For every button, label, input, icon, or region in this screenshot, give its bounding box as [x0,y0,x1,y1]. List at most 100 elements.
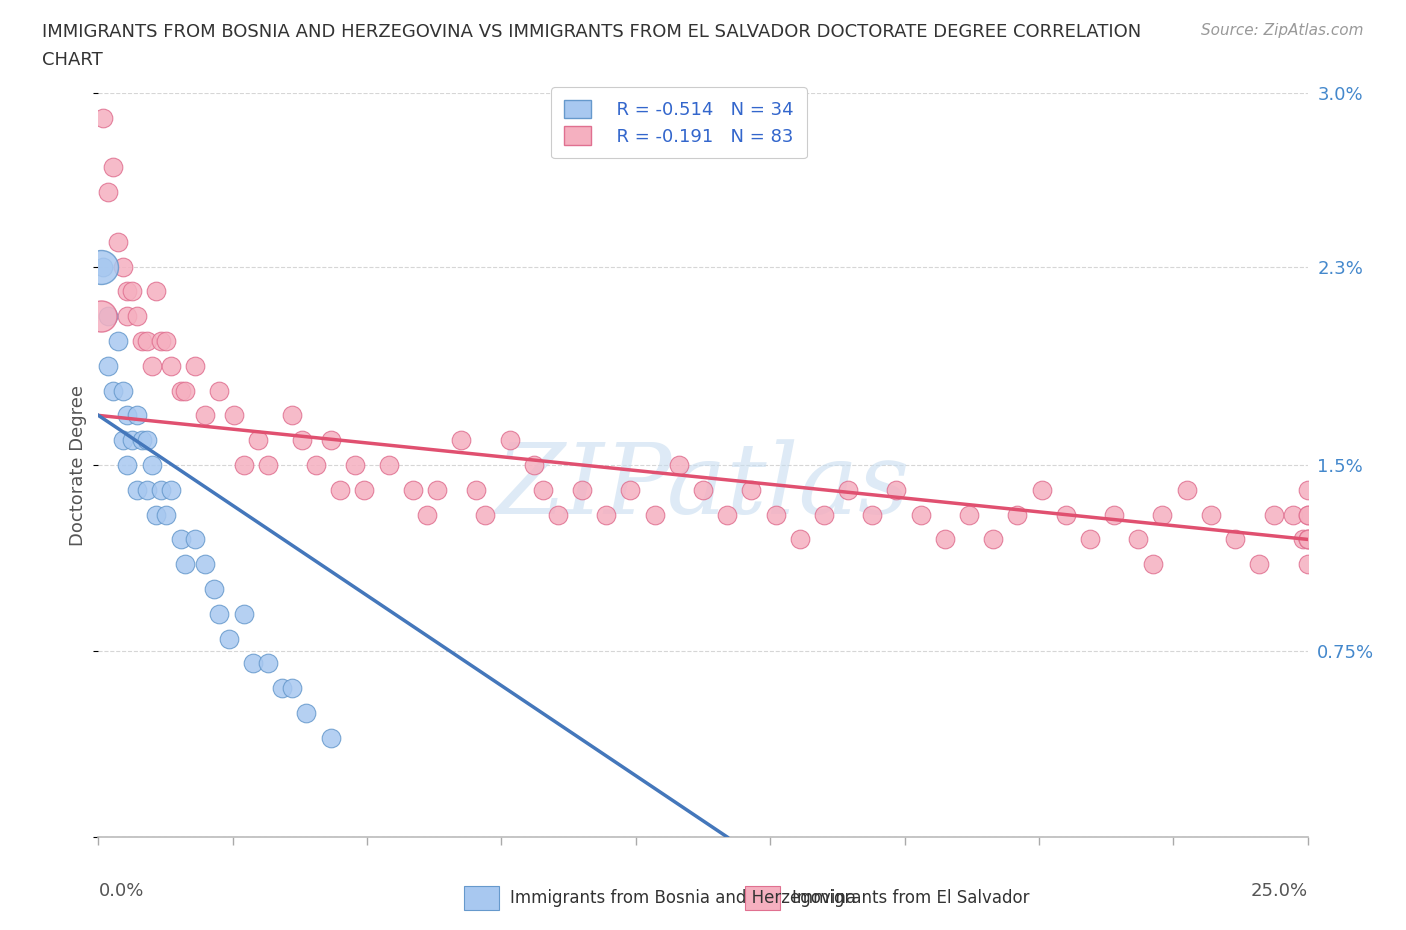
Point [127,483,149,498]
Text: Immigrants from Bosnia and Herzegovina: Immigrants from Bosnia and Herzegovina [510,889,856,907]
Point [247,432,270,447]
Point [295,706,318,721]
Point [305,458,328,472]
Point [111,432,134,447]
Point [242,656,264,671]
Point [97,358,120,373]
Point [329,483,352,498]
Point [160,483,183,498]
Point [1292,532,1315,547]
Point [232,606,254,621]
Point [1199,507,1222,522]
Point [281,408,304,423]
Point [464,483,486,498]
Point [117,408,139,423]
Point [910,507,932,522]
Point [90,259,112,274]
Point [1296,483,1319,498]
Point [450,432,472,447]
Point [1128,532,1150,547]
Point [174,383,197,398]
Point [1296,532,1319,547]
Point [343,458,366,472]
Point [692,483,714,498]
Point [668,458,690,472]
Legend:   R = -0.514   N = 34,   R = -0.191   N = 83: R = -0.514 N = 34, R = -0.191 N = 83 [551,87,807,158]
Point [174,557,197,572]
Point [208,383,231,398]
Point [1296,507,1319,522]
Point [1142,557,1164,572]
Text: Source: ZipAtlas.com: Source: ZipAtlas.com [1201,23,1364,38]
Point [131,334,153,349]
Point [1249,557,1271,572]
Point [319,730,342,745]
Point [1102,507,1125,522]
Point [981,532,1004,547]
Point [402,483,425,498]
Text: IMMIGRANTS FROM BOSNIA AND HERZEGOVINA VS IMMIGRANTS FROM EL SALVADOR DOCTORATE : IMMIGRANTS FROM BOSNIA AND HERZEGOVINA V… [42,23,1142,41]
Point [184,532,207,547]
Point [571,483,593,498]
Point [837,483,859,498]
Point [1152,507,1174,522]
Point [141,458,163,472]
Point [111,259,134,274]
Point [426,483,449,498]
Point [934,532,956,547]
Point [1223,532,1246,547]
Point [1282,507,1305,522]
Point [131,432,153,447]
Point [1007,507,1029,522]
Point [150,334,173,349]
Point [91,111,114,126]
Point [716,507,738,522]
Point [101,383,124,398]
Point [547,507,569,522]
Point [765,507,787,522]
Point [135,432,157,447]
Point [1296,557,1319,572]
Point [127,408,149,423]
Point [121,432,143,447]
Point [141,358,163,373]
Point [256,458,278,472]
Point [1031,483,1053,498]
Point [1296,532,1319,547]
Point [1296,532,1319,547]
Point [474,507,496,522]
Point [1054,507,1077,522]
Point [107,234,129,249]
Point [208,606,231,621]
Point [498,432,520,447]
Point [232,458,254,472]
Point [886,483,908,498]
Text: 25.0%: 25.0% [1250,882,1308,899]
Point [121,284,143,299]
Point [256,656,278,671]
Point [111,383,134,398]
Point [135,334,157,349]
Point [740,483,762,498]
Point [218,631,240,646]
Text: CHART: CHART [42,51,103,69]
Point [1296,507,1319,522]
Point [1078,532,1101,547]
Point [523,458,546,472]
Point [1263,507,1285,522]
Point [169,532,191,547]
Point [416,507,439,522]
Point [595,507,617,522]
Point [222,408,245,423]
Point [127,309,149,324]
Point [155,507,177,522]
Point [160,358,183,373]
Text: ZIPatlas: ZIPatlas [496,440,910,535]
Point [789,532,811,547]
Y-axis label: Doctorate Degree: Doctorate Degree [69,384,87,546]
Point [150,483,173,498]
Point [97,185,120,200]
Point [91,259,114,274]
Point [145,507,167,522]
Point [194,408,217,423]
